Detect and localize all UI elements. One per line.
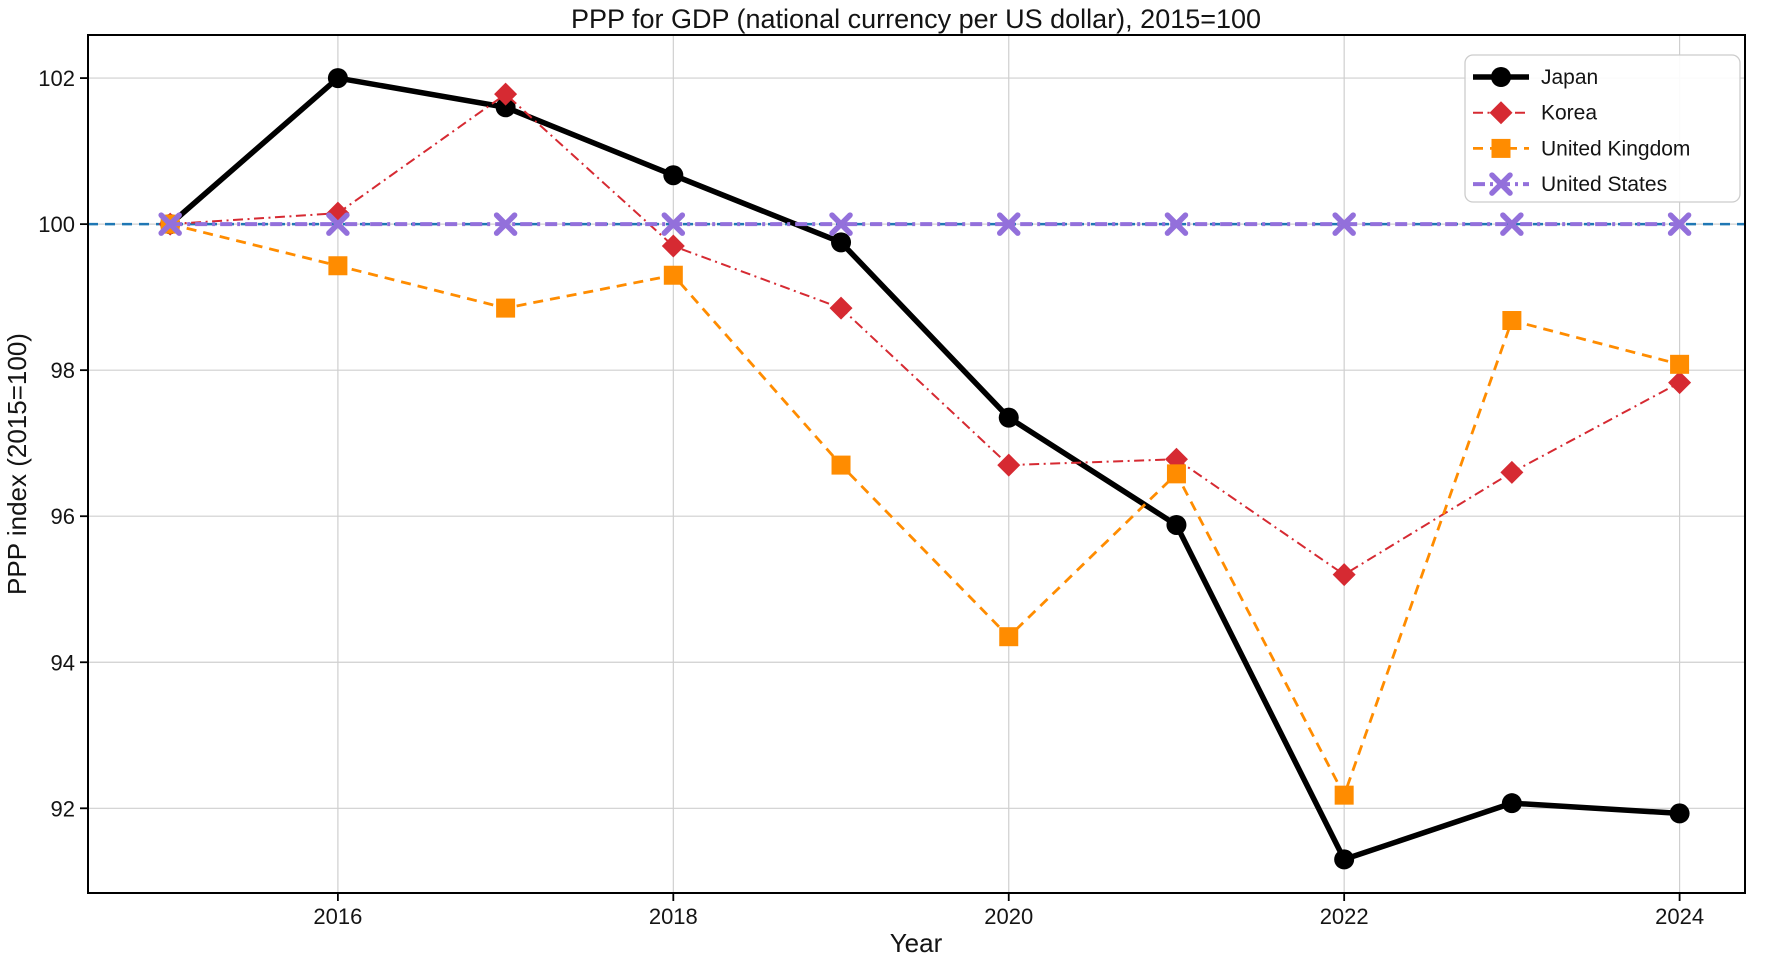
marker-united-states-2024 xyxy=(1667,212,1692,236)
marker-united-states-2021 xyxy=(1164,212,1189,236)
marker-japan-2019 xyxy=(831,232,852,253)
marker-united-kingdom-2016 xyxy=(328,256,348,276)
marker-japan-2016 xyxy=(327,68,348,89)
marker-japan-2024 xyxy=(1669,803,1690,824)
marker-united-kingdom-2022 xyxy=(1334,785,1354,805)
y-tick-label-102: 102 xyxy=(38,66,75,91)
legend: Japan Korea United Kingdom United States xyxy=(1464,54,1741,203)
x-axis-label: Year xyxy=(890,928,943,958)
series-united-kingdom xyxy=(160,214,1690,805)
legend-marker-japan xyxy=(1491,67,1511,87)
axes-layer: 2016 2018 2020 2022 2024 92 94 96 98 100 102 xyxy=(38,34,1746,929)
series-line-japan xyxy=(168,75,1680,863)
marker-korea-2017 xyxy=(494,82,518,106)
marker-united-states-2019 xyxy=(829,212,853,236)
series-line-united-kingdom xyxy=(169,222,1680,799)
marker-korea-2022 xyxy=(1332,563,1356,587)
plot-border xyxy=(87,34,1746,894)
marker-united-states-2022 xyxy=(1332,212,1356,236)
legend-label-united-states: United States xyxy=(1541,173,1667,196)
marker-united-states-2018 xyxy=(661,212,686,236)
y-axis-label: PPP index (2015=100) xyxy=(2,333,32,595)
marker-korea-2019 xyxy=(829,296,853,320)
legend-item-japan: Japan xyxy=(1473,66,1598,89)
chart-title: PPP for GDP (national currency per US do… xyxy=(571,4,1261,34)
marker-united-kingdom-2023 xyxy=(1502,311,1522,331)
legend-marker-korea xyxy=(1489,101,1513,125)
marker-korea-2023 xyxy=(1500,460,1524,484)
legend-label-japan: Japan xyxy=(1541,66,1598,89)
marker-united-kingdom-2017 xyxy=(496,298,516,318)
y-tick-label-100: 100 xyxy=(38,212,75,237)
series-japan xyxy=(160,68,1690,870)
marker-united-kingdom-2021 xyxy=(1166,464,1186,484)
y-tick-label-92: 92 xyxy=(51,796,75,821)
marker-korea-2018 xyxy=(661,234,685,258)
y-tick-label-98: 98 xyxy=(51,358,75,383)
legend-item-united-states: United States xyxy=(1473,172,1667,196)
series-korea xyxy=(158,82,1692,587)
marker-japan-2022 xyxy=(1334,849,1355,870)
x-tick-label-2016: 2016 xyxy=(313,904,362,929)
marker-united-states-2017 xyxy=(493,212,518,236)
x-tick-label-2018: 2018 xyxy=(649,904,698,929)
marker-japan-2020 xyxy=(998,407,1019,428)
legend-item-korea: Korea xyxy=(1473,101,1597,125)
marker-united-kingdom-2018 xyxy=(663,265,683,285)
marker-united-states-2016 xyxy=(326,212,350,236)
marker-japan-2021 xyxy=(1166,514,1187,535)
legend-label-united-kingdom: United Kingdom xyxy=(1541,137,1690,160)
y-tick-label-94: 94 xyxy=(51,650,75,675)
legend-marker-united-states xyxy=(1489,172,1513,196)
data-layer xyxy=(88,68,1745,870)
y-tick-label-96: 96 xyxy=(51,504,75,529)
marker-united-kingdom-2019 xyxy=(831,455,851,475)
legend-box xyxy=(1464,54,1741,203)
marker-japan-2017 xyxy=(495,97,516,118)
marker-united-states-2023 xyxy=(1500,212,1524,236)
legend-item-united-kingdom: United Kingdom xyxy=(1473,137,1690,160)
marker-korea-2024 xyxy=(1668,371,1692,395)
legend-label-korea: Korea xyxy=(1541,102,1597,125)
marker-united-states-2020 xyxy=(996,212,1021,236)
series-line-korea xyxy=(170,92,1681,576)
marker-japan-2018 xyxy=(663,165,684,186)
x-tick-label-2020: 2020 xyxy=(984,904,1033,929)
marker-united-states-2015 xyxy=(158,212,182,236)
marker-korea-2020 xyxy=(997,453,1021,477)
marker-japan-2023 xyxy=(1501,793,1522,814)
legend-marker-united-kingdom xyxy=(1491,138,1511,158)
x-tick-label-2022: 2022 xyxy=(1320,904,1369,929)
marker-united-kingdom-2024 xyxy=(1670,354,1690,374)
marker-united-kingdom-2020 xyxy=(999,627,1019,647)
x-tick-label-2024: 2024 xyxy=(1655,904,1704,929)
series-united-states xyxy=(158,212,1692,236)
